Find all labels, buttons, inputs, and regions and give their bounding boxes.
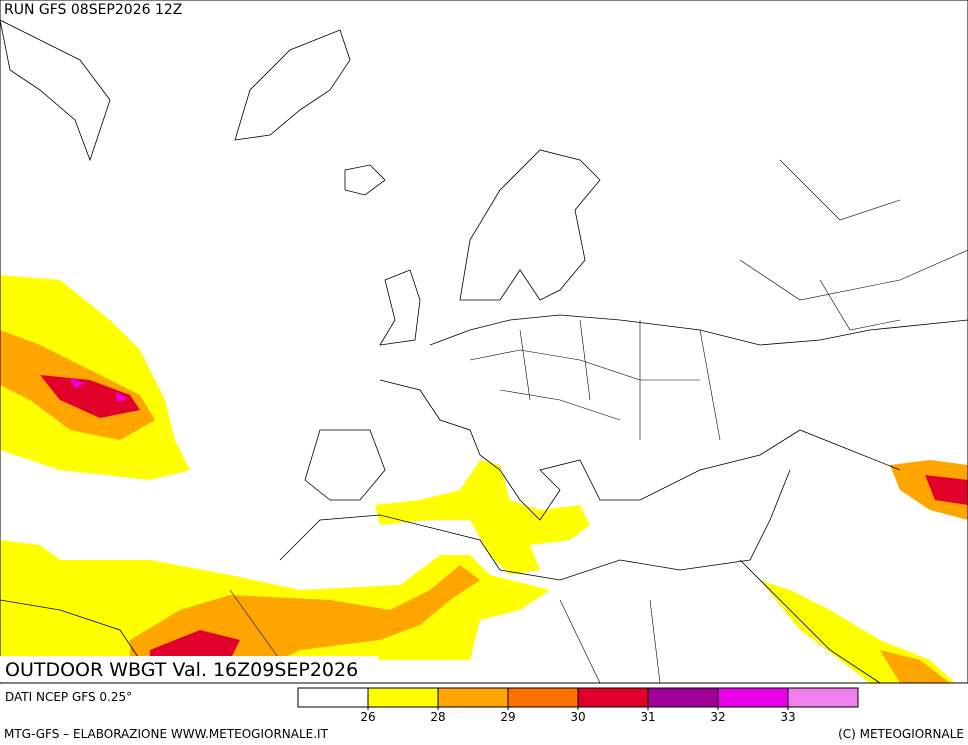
legend-swatch	[437, 687, 509, 708]
scandinavia	[459, 149, 601, 301]
canada-islands	[0, 19, 111, 162]
red-sea	[739, 559, 881, 684]
field-magenta	[70, 378, 128, 402]
legend-swatch	[647, 687, 719, 708]
legend-tick-label: 31	[640, 710, 655, 724]
west-africa	[0, 599, 141, 661]
south-europe	[379, 379, 901, 521]
legend-tick-label: 26	[360, 710, 375, 724]
footer-left: MTG-GFS – ELABORAZIONE WWW.METEOGIORNALE…	[4, 727, 329, 741]
source-label: DATI NCEP GFS 0.25°	[5, 690, 132, 704]
legend-swatch	[787, 687, 859, 708]
legend-swatch	[297, 687, 369, 708]
field-red	[150, 630, 240, 660]
north-africa	[279, 469, 791, 581]
field-red	[40, 375, 140, 418]
legend-tick-label: 32	[710, 710, 725, 724]
legend-swatch	[717, 687, 789, 708]
legend-swatch	[577, 687, 649, 708]
field-red	[925, 475, 968, 505]
run-label: RUN GFS 08SEP2026 12Z	[4, 2, 182, 18]
legend-tick-label: 29	[500, 710, 515, 724]
greenland	[234, 29, 351, 141]
legend-tick-label: 28	[430, 710, 445, 724]
title-box	[0, 656, 378, 682]
britain	[379, 269, 421, 346]
field-orange	[880, 650, 950, 683]
country-borders	[229, 159, 968, 684]
coastlines	[0, 19, 968, 684]
legend-swatch	[367, 687, 439, 708]
field-yellow	[375, 460, 590, 575]
iberia	[304, 429, 386, 501]
legend-tick-label: 30	[570, 710, 585, 724]
iceland	[344, 164, 386, 196]
map-title: OUTDOOR WBGT Val. 16Z09SEP2026	[5, 659, 358, 681]
map-frame	[0, 0, 968, 684]
wbgt-field	[0, 275, 968, 683]
legend-tick-label: 33	[780, 710, 795, 724]
field-orange	[890, 460, 968, 520]
legend-swatch	[507, 687, 579, 708]
north-europe	[429, 314, 968, 346]
color-legend: 26 28 29 30 31 32 33	[297, 687, 859, 724]
borders	[229, 159, 968, 684]
footer-right: (C) METEOGIORNALE	[838, 727, 964, 741]
